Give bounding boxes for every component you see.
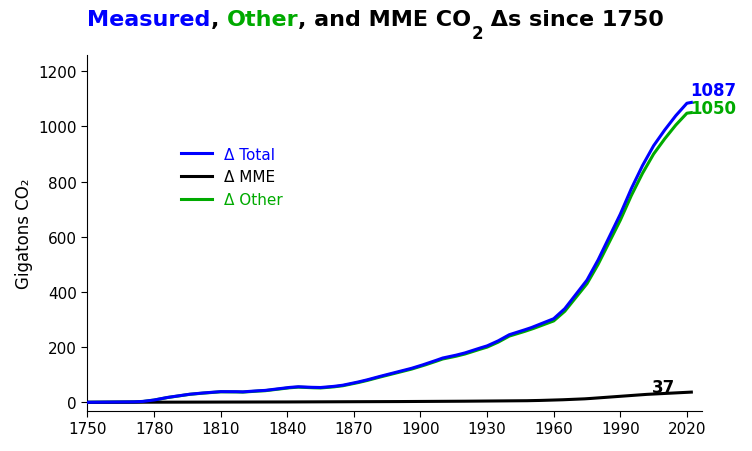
Text: 1050: 1050 [690,100,736,118]
Text: 37: 37 [651,378,675,396]
Text: , and MME CO: , and MME CO [299,10,472,30]
Text: 2: 2 [472,25,484,43]
Text: ,: , [211,10,227,30]
Text: 1087: 1087 [690,82,736,100]
Y-axis label: Gigatons CO₂: Gigatons CO₂ [15,178,33,288]
Text: Measured: Measured [87,10,211,30]
Text: Δs since 1750: Δs since 1750 [484,10,664,30]
Text: Other: Other [227,10,299,30]
Legend: Δ Total, Δ MME, Δ Other: Δ Total, Δ MME, Δ Other [175,141,289,214]
